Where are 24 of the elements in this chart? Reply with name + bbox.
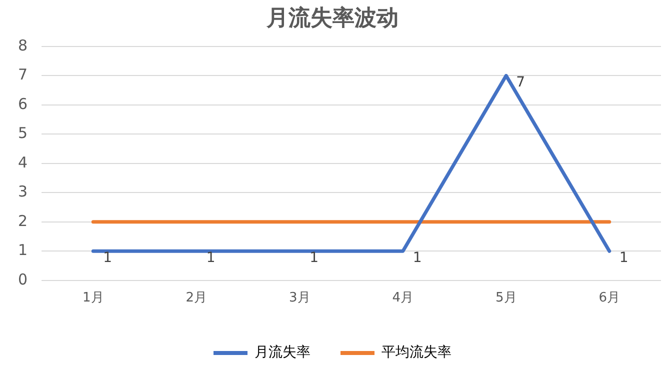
y-tick-label: 4 [18,153,28,172]
y-tick-label: 8 [18,36,28,54]
legend-label: 月流失率 [254,344,310,361]
y-tick-label: 3 [18,182,28,201]
data-label: 1 [412,250,422,266]
x-tick-label: 2月 [186,290,208,306]
data-label: 1 [310,250,319,266]
x-tick-label: 5月 [495,290,517,306]
y-tick-label: 6 [18,94,28,113]
y-tick-label: 1 [18,241,28,260]
y-tick-label: 2 [18,212,28,230]
data-label: 1 [103,250,112,266]
y-tick-label: 7 [18,66,28,84]
x-tick-label: 3月 [289,290,310,306]
data-label: 7 [516,74,526,90]
y-tick-label: 5 [18,124,28,142]
y-tick-label: 0 [18,270,28,288]
x-tick-label: 4月 [392,290,414,306]
legend-label: 平均流失率 [382,344,452,361]
chart-title: 月流失率波动 [266,4,398,31]
data-label: 1 [206,250,216,266]
data-label: 1 [619,250,628,266]
x-tick-label: 6月 [598,290,620,306]
x-tick-label: 1月 [82,290,104,306]
